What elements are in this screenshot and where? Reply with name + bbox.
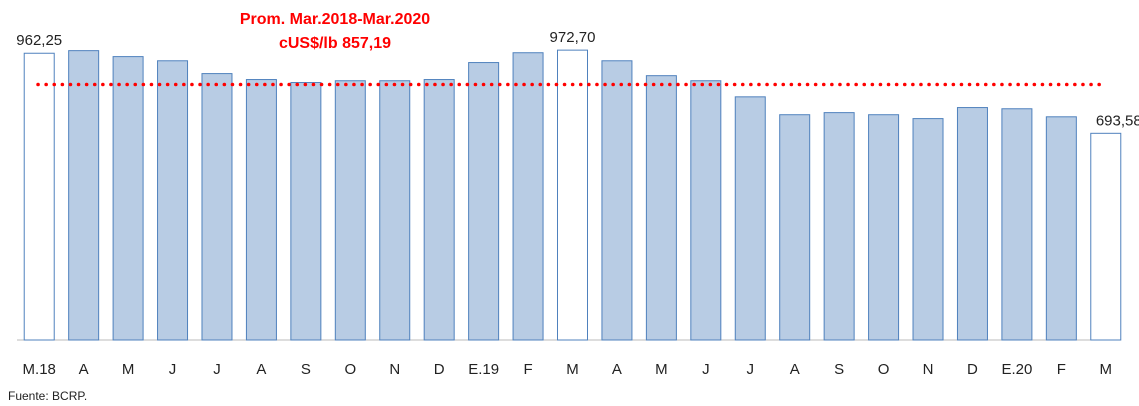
bar (956, 107, 988, 341)
x-tick-label: N (923, 361, 934, 378)
bar (290, 82, 322, 341)
bar (734, 96, 766, 341)
x-tick-label: N (389, 361, 400, 378)
x-tick-label: J (747, 361, 755, 378)
x-tick-label: A (256, 361, 266, 378)
bar (1090, 132, 1122, 341)
bar (779, 114, 811, 341)
bar (112, 56, 144, 341)
x-tick-label: M (655, 361, 668, 378)
x-tick-label: S (301, 361, 311, 378)
x-tick-label: E.20 (1001, 361, 1032, 378)
bar (334, 80, 366, 341)
x-tick-label: F (1057, 361, 1066, 378)
bar (68, 50, 100, 341)
x-tick-label: M (566, 361, 579, 378)
bar (645, 75, 677, 341)
bar (201, 73, 233, 341)
bar (157, 60, 189, 341)
x-tick-label: J (702, 361, 710, 378)
x-tick-label: O (344, 361, 356, 378)
bar (423, 79, 455, 341)
bar (379, 80, 411, 341)
x-tick-label: F (523, 361, 532, 378)
x-tick-label: D (434, 361, 445, 378)
bar (23, 52, 55, 341)
average-label: cUS$/lb 857,19 (279, 35, 391, 52)
value-label: 962,25 (16, 32, 62, 49)
x-tick-label: A (79, 361, 89, 378)
x-tick-label: E.19 (468, 361, 499, 378)
bar (690, 80, 722, 341)
bar (912, 118, 944, 341)
bar (601, 60, 633, 341)
x-tick-label: J (169, 361, 177, 378)
x-tick-label: M (1100, 361, 1113, 378)
x-tick-label: S (834, 361, 844, 378)
bar (868, 114, 900, 341)
bar (557, 49, 588, 341)
average-label: Prom. Mar.2018-Mar.2020 (240, 11, 430, 28)
x-tick-label: O (878, 361, 890, 378)
bar (245, 79, 277, 341)
x-tick-label: M (122, 361, 135, 378)
source-note: Fuente: BCRP. (8, 389, 87, 403)
bar (1001, 108, 1033, 341)
bar (1045, 116, 1077, 341)
x-tick-label: J (213, 361, 221, 378)
value-label: 972,70 (550, 29, 596, 46)
bar (512, 52, 544, 341)
value-label: 693,58 (1096, 112, 1139, 129)
x-tick-label: A (612, 361, 622, 378)
x-tick-label: D (967, 361, 978, 378)
x-tick-label: A (790, 361, 800, 378)
x-tick-label: M.18 (23, 361, 56, 378)
bar (823, 112, 855, 341)
bar (468, 62, 500, 341)
